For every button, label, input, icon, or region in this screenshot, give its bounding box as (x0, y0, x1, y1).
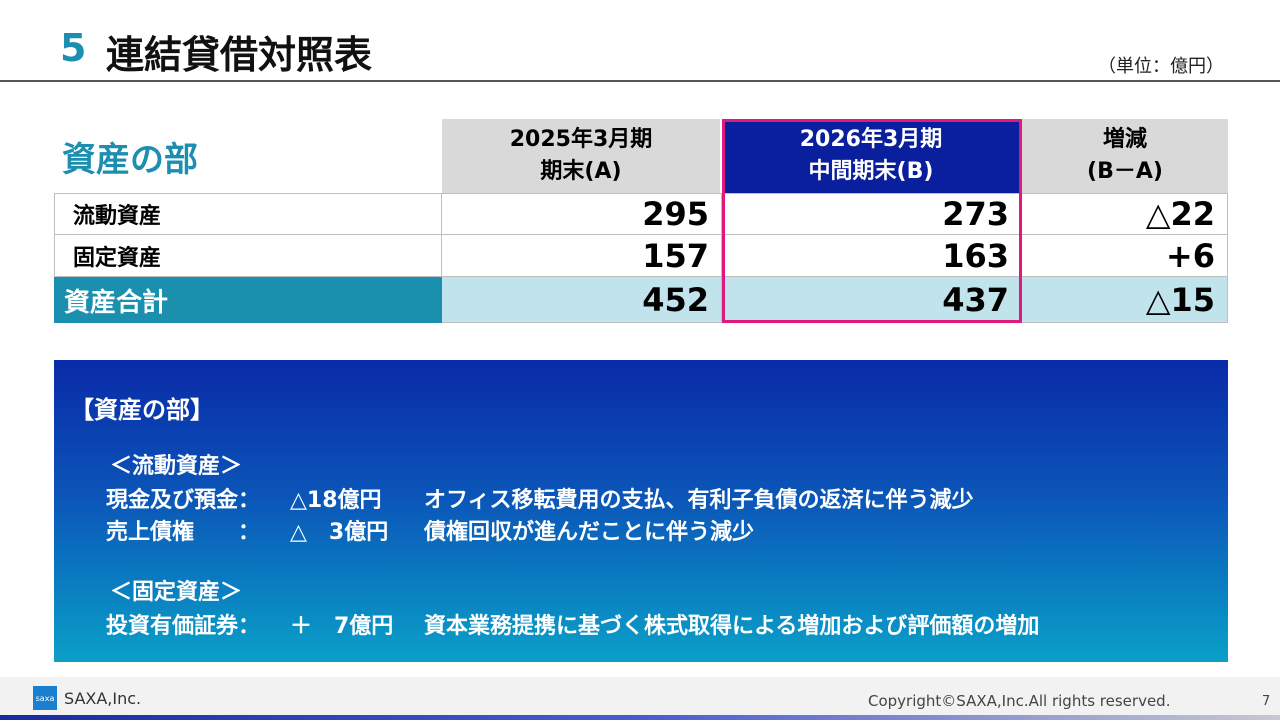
copyright: Copyright©SAXA,Inc.All rights reserved. (868, 692, 1171, 710)
column-header-diff: 増減 (B－A) (1022, 119, 1228, 193)
table-section-label: 資産の部 (62, 139, 198, 180)
unit-label: （単位：億円） (1098, 56, 1224, 77)
item-desc: 資本業務提携に基づく株式取得による増加および評価額の増加 (424, 614, 1040, 639)
item-desc: オフィス移転費用の支払、有利子負債の返済に伴う減少 (424, 488, 974, 513)
item-key: 売上債権 ： (106, 520, 261, 545)
column-header-b-line2: 中間期末(B) (808, 159, 934, 184)
panel-heading: 【資産の部】 (70, 396, 214, 424)
row-total-assets-diff: △15 (1022, 277, 1228, 323)
commentary-panel: 【資産の部】 ＜流動資産＞ 現金及び預金： △18億円 オフィス移転費用の支払、有利… (54, 360, 1228, 662)
column-header-a-line1: 2025年3月期 (509, 127, 653, 152)
row-total-assets-b: 437 (722, 277, 1022, 323)
row-current-assets-b: 273 (722, 193, 1022, 235)
fixed-item-securities: 投資有価証券： ＋ 7億円 資本業務提携に基づく株式取得による増加および評価額の増加 (106, 608, 1039, 640)
row-fixed-assets-a: 157 (442, 235, 722, 277)
saxa-logo-icon: saxa (33, 686, 57, 710)
row-current-assets-a: 295 (442, 193, 722, 235)
row-fixed-assets-diff: +6 (1022, 235, 1228, 277)
balance-sheet-table: 資産の部 2025年3月期 期末(A) 2026年3月期 中間期末(B) 増減 … (54, 119, 1228, 323)
column-header-b: 2026年3月期 中間期末(B) (722, 119, 1022, 193)
column-header-diff-line2: (B－A) (1087, 159, 1163, 184)
current-assets-heading: ＜流動資産＞ (110, 454, 243, 479)
column-header-diff-line1: 増減 (1102, 127, 1147, 152)
fixed-assets-heading: ＜固定資産＞ (110, 580, 243, 605)
column-header-a: 2025年3月期 期末(A) (442, 119, 722, 193)
item-desc: 債権回収が進んだことに伴う減少 (424, 520, 755, 545)
row-label-total-assets: 資産合計 (54, 277, 442, 323)
item-value: △ 3億円 (290, 520, 389, 545)
column-header-b-line1: 2026年3月期 (799, 127, 943, 152)
current-item-cash: 現金及び預金： △18億円 オフィス移転費用の支払、有利子負債の返済に伴う減少 (106, 482, 974, 514)
item-key: 投資有価証券： (106, 614, 261, 639)
footer-accent-line (0, 715, 1280, 720)
page-number: 7 (1262, 694, 1271, 709)
row-label-fixed-assets: 固定資産 (54, 235, 442, 277)
row-current-assets-diff: △22 (1022, 193, 1228, 235)
item-value: ＋ 7億円 (290, 614, 394, 639)
column-header-a-line2: 期末(A) (540, 159, 622, 184)
page-title: 連結貸借対照表 (106, 33, 373, 77)
footer-bar (0, 677, 1280, 715)
section-number: 5 (60, 26, 87, 70)
current-item-receivables: 売上債権 ： △ 3億円 債権回収が進んだことに伴う減少 (106, 514, 754, 546)
row-fixed-assets-b: 163 (722, 235, 1022, 277)
title-divider (0, 80, 1280, 82)
item-value: △18億円 (290, 488, 382, 513)
row-label-current-assets: 流動資産 (54, 193, 442, 235)
item-key: 現金及び預金： (106, 488, 261, 513)
company-name: SAXA,Inc. (64, 689, 142, 708)
row-total-assets-a: 452 (442, 277, 722, 323)
